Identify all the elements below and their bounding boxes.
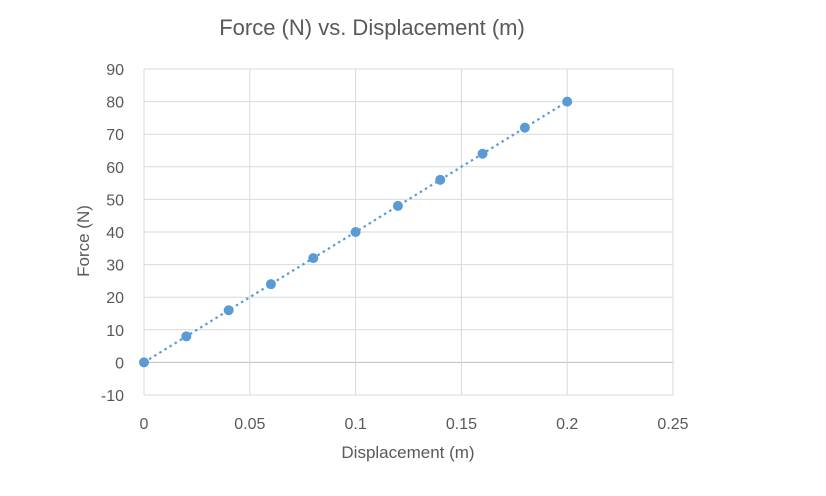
y-tick-label: 60 [106,160,124,177]
y-tick-label: 20 [106,290,124,307]
data-point [139,357,149,368]
data-point [223,305,234,316]
data-point [477,148,488,159]
trendline-layer [143,100,568,364]
linear-trendline [143,100,568,364]
data-point [435,174,446,185]
y-tick-label: 0 [115,355,124,372]
y-tick-label: 50 [106,192,124,209]
data-point [181,331,192,342]
data-point [265,279,276,290]
y-tick-label: 40 [106,225,124,242]
data-point [519,122,530,133]
data-point [350,227,361,237]
data-points [139,96,573,368]
x-axis-title: Displacement (m) [341,443,474,462]
y-tick-label: 80 [106,95,124,112]
x-tick-label: 0.05 [234,416,265,433]
data-point [562,96,573,107]
y-tick-label: 30 [106,258,124,275]
y-axis-tick-labels: -10 0 10 20 30 40 50 60 70 80 90 [101,62,124,405]
x-tick-label: 0.15 [446,416,477,433]
data-point [308,253,319,264]
y-tick-label: 70 [106,127,124,144]
y-axis-title: Force (N) [74,205,93,277]
x-tick-label: 0 [140,416,149,433]
chart-title: Force (N) vs. Displacement (m) [219,15,525,40]
y-tick-label: 10 [106,323,124,340]
x-tick-label: 0.1 [344,416,366,433]
y-tick-label: 90 [106,62,124,79]
x-axis-tick-labels: 0 0.05 0.1 0.15 0.2 0.25 [140,416,689,433]
y-tick-label: -10 [101,388,124,405]
gridlines [143,68,674,396]
x-tick-label: 0.25 [657,416,688,433]
x-tick-label: 0.2 [556,416,578,433]
data-point [392,200,403,211]
